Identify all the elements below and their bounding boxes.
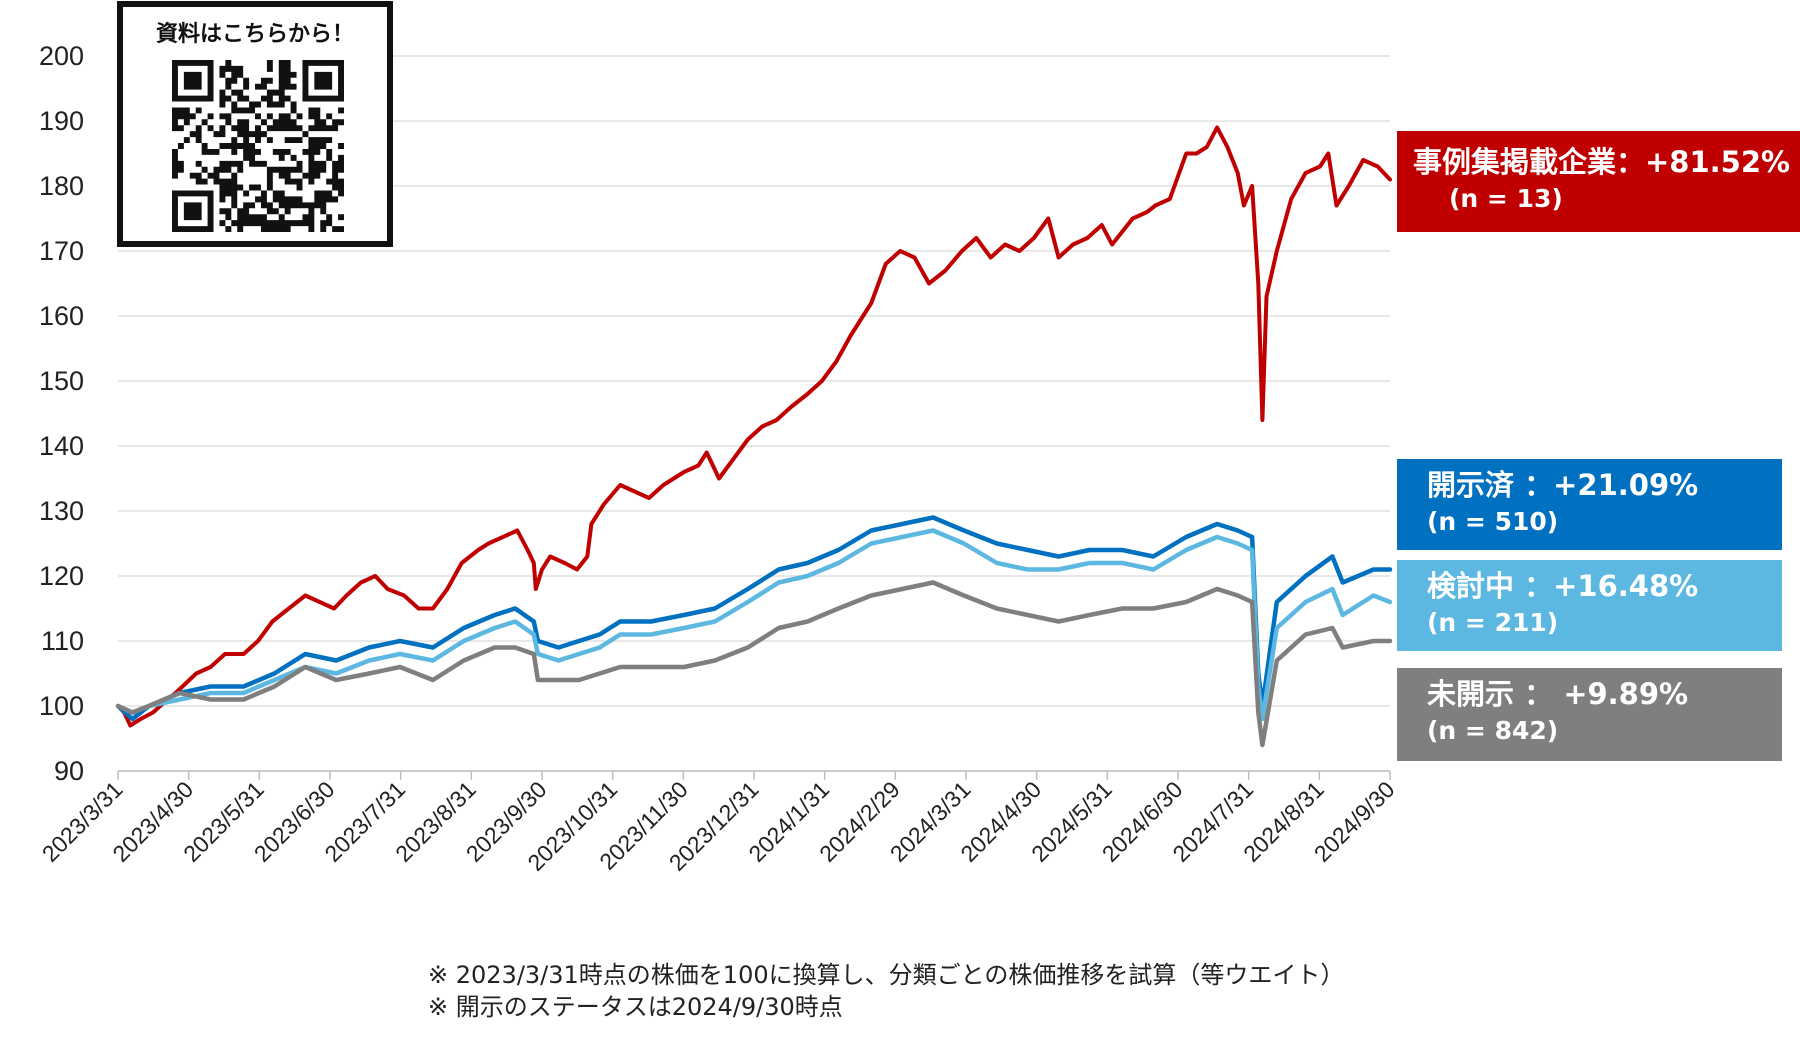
label-undisclosed-title: 未開示 ： +9.89% [1427, 677, 1689, 711]
label-considering-title: 検討中 ：+16.48% [1427, 569, 1699, 603]
qr-code-icon[interactable] [172, 60, 344, 232]
footnotes: ※ 2023/3/31時点の株価を100に換算し、分類ごとの株価推移を試算（等ウ… [428, 959, 1344, 1023]
series-line-featured [116, 125, 1392, 728]
label-considering-n: (n = 211) [1427, 608, 1559, 637]
series-line-considering [115, 528, 1393, 722]
x-axis: 2023/3/312023/4/302023/5/312023/6/302023… [37, 770, 1400, 876]
label-featured-n: (n = 13) [1449, 184, 1563, 213]
y-tick-label-100: 100 [39, 691, 84, 721]
label-undisclosed-n: (n = 842) [1427, 716, 1559, 745]
label-disclosed-n: (n = 510) [1427, 507, 1559, 536]
y-tick-label-120: 120 [39, 561, 84, 591]
label-disclosed-title: 開示済 ：+21.09% [1427, 468, 1699, 502]
series-line-undisclosed [115, 580, 1393, 748]
qr-code-panel[interactable]: 資料はこちらから！ [117, 1, 393, 247]
label-featured: 事例集掲載企業：+81.52% (n = 13) [1397, 131, 1800, 232]
y-tick-label-130: 130 [39, 496, 84, 526]
y-tick-label-180: 180 [39, 171, 84, 201]
label-considering: 検討中 ：+16.48% (n = 211) [1397, 560, 1782, 651]
y-tick-label-160: 160 [39, 301, 84, 331]
qr-title: 資料はこちらから！ [155, 22, 354, 47]
y-axis: 90 100 110 120 130 140 150 160 170 180 190 200 [39, 41, 84, 786]
series-lines [115, 125, 1393, 748]
y-tick-label-90: 90 [54, 756, 84, 786]
footnote-1: ※ 2023/3/31時点の株価を100に換算し、分類ごとの株価推移を試算（等ウ… [428, 961, 1345, 989]
y-tick-label-140: 140 [39, 431, 84, 461]
qr-modules [172, 60, 344, 232]
y-tick-label-190: 190 [39, 106, 84, 136]
y-tick-label-200: 200 [39, 41, 84, 71]
label-disclosed: 開示済 ：+21.09% (n = 510) [1397, 459, 1782, 550]
label-undisclosed: 未開示 ： +9.89% (n = 842) [1397, 668, 1782, 761]
y-tick-label-150: 150 [39, 366, 84, 396]
y-tick-label-110: 110 [41, 626, 84, 656]
series-line-disclosed [115, 515, 1393, 722]
footnote-2: ※ 開示のステータスは2024/9/30時点 [428, 993, 843, 1021]
label-featured-title: 事例集掲載企業：+81.52% [1413, 145, 1791, 179]
y-tick-label-170: 170 [39, 236, 84, 266]
